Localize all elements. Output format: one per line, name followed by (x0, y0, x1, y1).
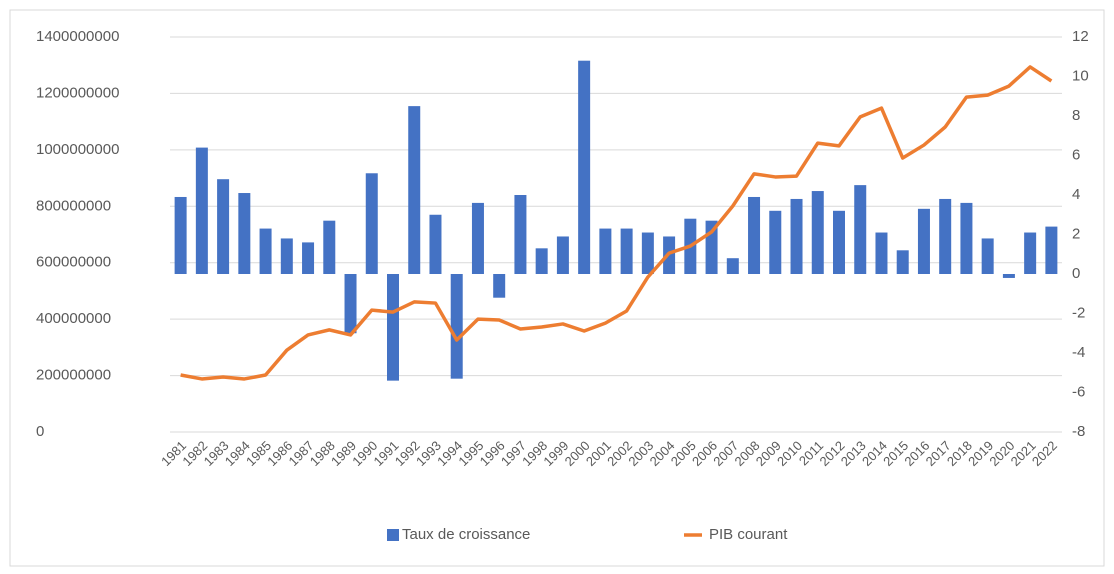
bar (1024, 232, 1037, 274)
bar (471, 202, 484, 274)
bar (408, 106, 421, 274)
bar (493, 274, 506, 298)
bar (939, 198, 952, 274)
y2-tick-label: -2 (1072, 304, 1085, 321)
bar (217, 179, 230, 274)
bar (641, 232, 654, 274)
y2-tick-label: 8 (1072, 107, 1080, 124)
bar (302, 242, 315, 274)
y-tick-label: 600000000 (36, 254, 111, 271)
bar (535, 248, 548, 274)
bar (896, 250, 909, 274)
bar (620, 228, 633, 274)
line (180, 65, 1053, 381)
y2-tick-label: -4 (1072, 344, 1085, 361)
bar (833, 210, 845, 274)
y2-tick-label: 2 (1072, 225, 1080, 242)
bar (323, 220, 336, 274)
y-tick-label: 200000000 (36, 367, 111, 384)
bar (1002, 274, 1015, 278)
y2-tick-label: 12 (1072, 28, 1089, 45)
bar (875, 232, 888, 274)
bar (769, 210, 782, 274)
y2-tick-label: 4 (1072, 186, 1080, 203)
bar (365, 173, 378, 274)
bar (556, 236, 569, 274)
bar (599, 228, 612, 274)
bar (387, 274, 399, 381)
y2-tick-label: -6 (1072, 383, 1085, 400)
bar (174, 196, 187, 274)
bar (238, 193, 251, 274)
y2-tick-label: 6 (1072, 146, 1080, 163)
bar (450, 274, 463, 379)
bar (344, 274, 357, 334)
bar (917, 208, 930, 274)
bar (429, 214, 442, 274)
y2-tick-label: 0 (1072, 265, 1080, 282)
y-tick-label: 800000000 (36, 197, 111, 214)
bar (195, 147, 208, 274)
y-tick-label: 1000000000 (36, 141, 119, 158)
bar (811, 191, 824, 274)
bar (280, 238, 293, 274)
y-tick-label: 1400000000 (36, 28, 119, 45)
chart-frame (9, 9, 1105, 567)
bar (726, 258, 739, 274)
bar (981, 238, 994, 274)
bar (578, 60, 591, 275)
bar (960, 202, 973, 274)
bar (790, 198, 803, 274)
bar (854, 185, 867, 274)
legend-swatch (387, 529, 399, 541)
y2-tick-label: 10 (1072, 67, 1089, 84)
bar (748, 196, 761, 274)
legend-label: Taux de croissance (402, 526, 530, 543)
y-tick-label: 0 (36, 423, 44, 440)
bar (1045, 226, 1058, 274)
bar (259, 228, 272, 274)
y-tick-label: 400000000 (36, 310, 111, 327)
y2-tick-label: -8 (1072, 423, 1085, 440)
bar (514, 195, 527, 274)
legend-label: PIB courant (709, 526, 788, 543)
y-tick-label: 1200000000 (36, 84, 119, 101)
